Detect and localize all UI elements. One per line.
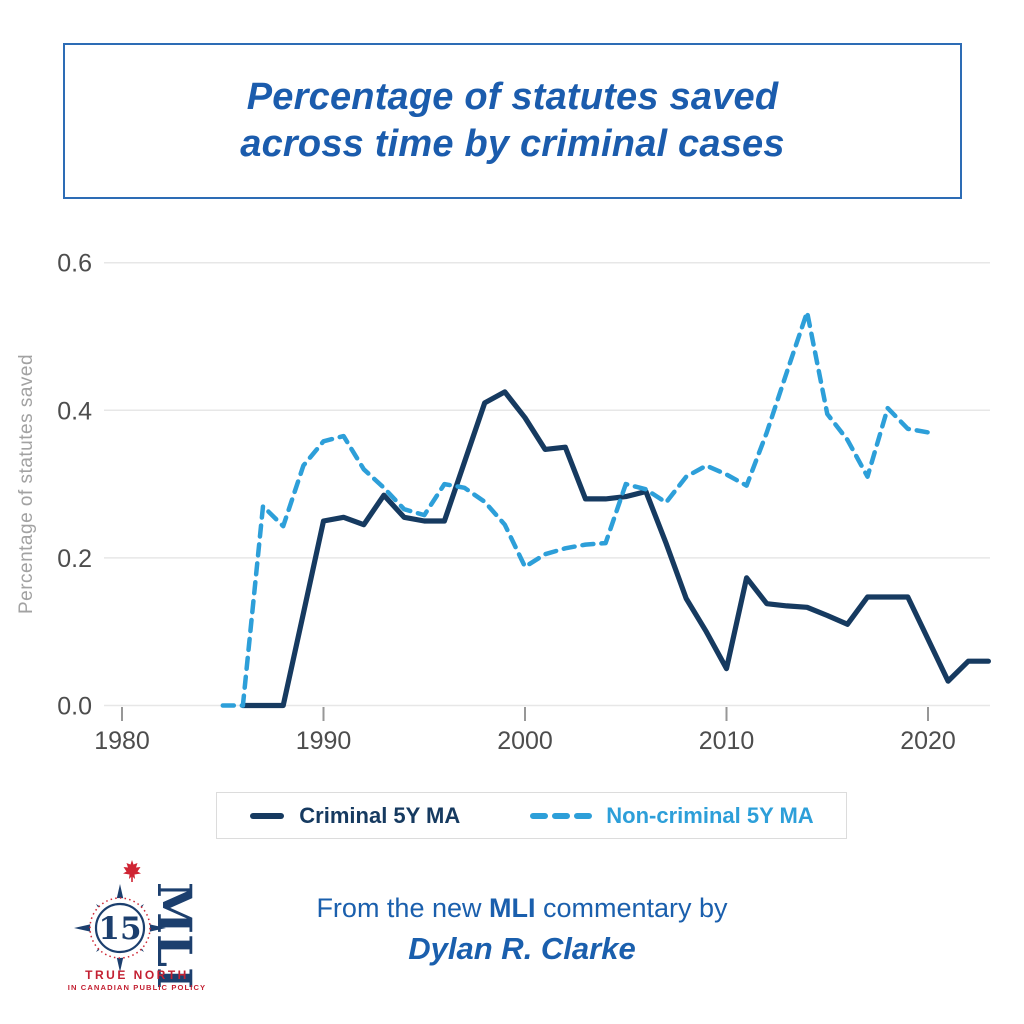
series-solid: [240, 389, 992, 709]
dashed-line-swatch-icon: [530, 812, 593, 819]
logo-acronym: MLI: [146, 882, 201, 989]
footer-text-part2: commentary by: [535, 893, 728, 923]
legend-item-noncriminal: Non-criminal 5Y MA: [530, 802, 814, 829]
svg-text:0.6: 0.6: [57, 250, 92, 278]
page-title-line1: Percentage of statutes saved: [246, 76, 779, 118]
solid-line-swatch-icon: [250, 812, 285, 819]
gridlines: [104, 261, 990, 707]
legend-item-criminal: Criminal 5Y MA: [249, 803, 460, 829]
legend-label-noncriminal: Non-criminal 5Y MA: [606, 802, 814, 828]
y-axis-title: Percentage of statutes saved: [16, 354, 37, 614]
chart-series: [220, 309, 992, 709]
svg-text:2010: 2010: [699, 727, 755, 755]
x-axis-ticks: 1980 1990 2000 2010 2020: [94, 707, 956, 755]
svg-text:0.4: 0.4: [57, 397, 92, 425]
title-box: Percentage of statutes saved across time…: [63, 43, 962, 199]
logo-tagline-line1: TRUE NORTH: [85, 968, 189, 982]
footer-brand: MLI: [489, 893, 536, 923]
logo-number: 15: [98, 911, 141, 947]
maple-leaf-icon: [123, 860, 141, 882]
svg-text:0.0: 0.0: [57, 693, 92, 721]
logo-tagline-line2: IN CANADIAN PUBLIC POLICY: [68, 983, 206, 992]
y-axis-labels: 0.0 0.2 0.4 0.6: [57, 250, 92, 721]
footer-line1: From the new MLI commentary by: [232, 893, 812, 924]
legend: Criminal 5Y MA Non-criminal 5Y MA: [216, 792, 847, 839]
series-dashed: [220, 309, 931, 708]
svg-text:2000: 2000: [497, 727, 553, 755]
page-title-line2: across time by criminal cases: [240, 123, 785, 165]
svg-text:0.2: 0.2: [57, 545, 92, 573]
legend-label-criminal: Criminal 5Y MA: [299, 802, 461, 828]
footer-text-part1: From the new: [316, 893, 489, 923]
svg-text:1990: 1990: [296, 727, 352, 755]
compass-rose-icon: [74, 884, 166, 972]
mli-15th-anniversary-logo: 15 MLI TRUE NORTH IN CANADIAN PUBLIC POL…: [58, 858, 208, 1003]
footer-caption: From the new MLI commentary by Dylan R. …: [232, 893, 812, 967]
svg-text:2020: 2020: [900, 727, 956, 755]
line-chart: 1980 1990 2000 2010 2020 0.0 0.2 0.4 0.6 Percen…: [16, 250, 992, 755]
svg-text:Percentage of statutes saved: Percentage of statutes saved: [16, 354, 37, 614]
footer-author: Dylan R. Clarke: [408, 931, 636, 966]
svg-text:1980: 1980: [94, 727, 150, 755]
